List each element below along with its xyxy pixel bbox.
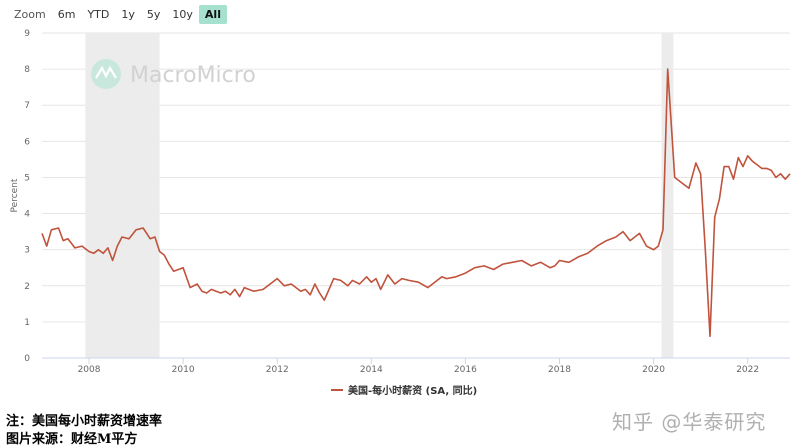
zoom-label: Zoom <box>14 8 46 21</box>
x-tick-label: 2012 <box>266 365 289 375</box>
note-line: 注：美国每小时薪资增速率 <box>6 414 163 429</box>
y-tick-label: 0 <box>24 354 30 364</box>
y-tick-label: 9 <box>24 29 30 39</box>
recession-shading-layer <box>85 33 674 358</box>
zoom-1y-button[interactable]: 1y <box>121 8 135 21</box>
y-tick-label: 7 <box>24 101 30 111</box>
x-tick-label: 2018 <box>548 365 571 375</box>
x-tick-label: 2016 <box>454 365 477 375</box>
shaded-period-1 <box>661 33 674 358</box>
y-tick-label: 1 <box>24 318 30 328</box>
zoom-5y-button[interactable]: 5y <box>146 8 161 21</box>
x-tick-label: 2020 <box>642 365 665 375</box>
zoom-all-button[interactable]: All <box>198 5 227 24</box>
series-layer <box>41 68 791 338</box>
axis-layer: 0 1 2 3 4 5 6 7 8 9 2008 2010 2012 2014 2016 2018 2020 20… <box>10 29 790 375</box>
x-tick-label: 2008 <box>78 365 101 375</box>
logo-mark-icon <box>95 65 117 79</box>
y-tick-label: 3 <box>24 246 30 256</box>
y-axis-title: Percent <box>10 178 20 212</box>
series-line-0[interactable] <box>41 68 791 338</box>
zoom-bar: Zoom 6m YTD 1y 5y 10y All <box>12 5 227 24</box>
y-tick-label: 5 <box>24 173 30 183</box>
watermark-text: MacroMicro <box>130 63 256 88</box>
x-tick-label: 2022 <box>736 365 759 375</box>
legend-label: 美国-每小时薪资 (SA, 同比) <box>348 384 477 397</box>
y-tick-label: 6 <box>24 137 30 147</box>
macromicro-watermark: MacroMicro <box>91 59 256 89</box>
source-line: 图片来源：财经M平方 <box>6 432 138 447</box>
zhihu-watermark: 知乎 @华泰研究 <box>612 410 767 434</box>
zoom-ytd-button[interactable]: YTD <box>87 8 110 21</box>
x-tick-label: 2010 <box>172 365 195 375</box>
shaded-period-0 <box>85 33 160 358</box>
legend[interactable]: 美国-每小时薪资 (SA, 同比) <box>331 384 477 397</box>
zoom-6m-button[interactable]: 6m <box>57 8 76 21</box>
zoom-10y-button[interactable]: 10y <box>172 8 193 21</box>
y-tick-label: 8 <box>24 65 30 75</box>
y-tick-label: 4 <box>24 210 30 220</box>
x-tick-label: 2014 <box>360 365 383 375</box>
y-tick-label: 2 <box>24 282 30 292</box>
